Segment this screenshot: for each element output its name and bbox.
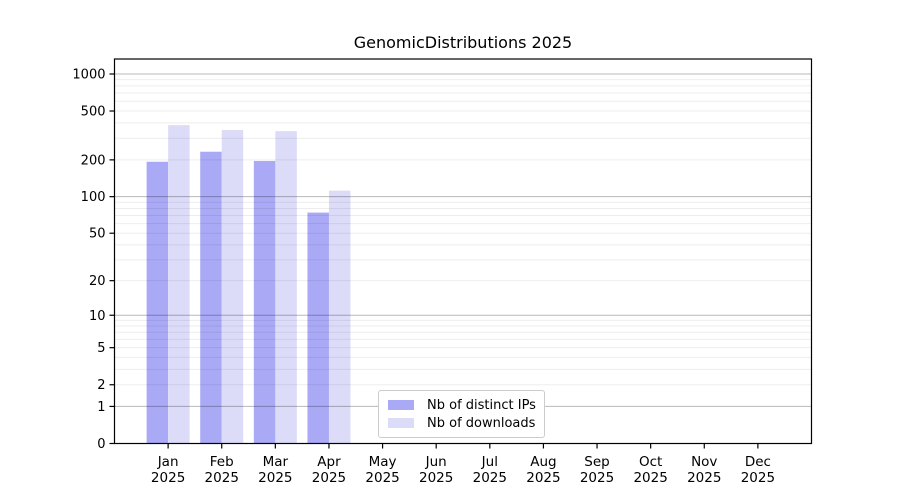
bar-downloads-mar bbox=[275, 131, 297, 444]
x-tick-label-year: 2025 bbox=[419, 470, 453, 486]
bar-ips-mar bbox=[253, 160, 276, 444]
x-tick-label-month: Apr bbox=[317, 454, 341, 470]
x-tick-label-year: 2025 bbox=[205, 470, 239, 486]
x-tick-label-month: Feb bbox=[210, 454, 234, 470]
legend-item-downloads: Nb of downloads bbox=[388, 414, 535, 432]
chart-title: GenomicDistributions 2025 bbox=[353, 33, 573, 52]
y-tick-label: 20 bbox=[89, 274, 106, 289]
x-tick-label-month: Jan bbox=[157, 454, 179, 470]
x-tick-label-year: 2025 bbox=[526, 470, 560, 486]
x-tick-label-year: 2025 bbox=[741, 470, 775, 486]
y-tick-label: 50 bbox=[89, 227, 106, 242]
x-tick-label-year: 2025 bbox=[687, 470, 721, 486]
x-tick-label-year: 2025 bbox=[258, 470, 292, 486]
bar-ips-jan bbox=[146, 161, 169, 444]
x-tick-label-year: 2025 bbox=[473, 470, 507, 486]
y-tick-label: 5 bbox=[97, 341, 105, 356]
y-tick-label: 10 bbox=[89, 309, 106, 324]
x-tick-label-year: 2025 bbox=[580, 470, 614, 486]
x-tick-label-year: 2025 bbox=[151, 470, 185, 486]
legend-swatch-downloads bbox=[388, 418, 414, 428]
y-tick-label: 200 bbox=[81, 153, 106, 168]
x-tick-label-month: Mar bbox=[263, 454, 289, 470]
axes-frame bbox=[113, 58, 813, 445]
x-tick-label-month: Oct bbox=[639, 454, 662, 470]
y-tick-label: 1 bbox=[97, 400, 105, 415]
bar-ips-feb bbox=[200, 151, 222, 444]
x-tick-label-month: Sep bbox=[584, 454, 609, 470]
y-tick-label: 1000 bbox=[72, 68, 105, 83]
legend-label-downloads: Nb of downloads bbox=[427, 415, 536, 431]
x-tick-label-month: May bbox=[369, 454, 397, 470]
bar-downloads-feb bbox=[221, 130, 244, 444]
x-tick-label-year: 2025 bbox=[365, 470, 399, 486]
x-tick-label-month: Dec bbox=[745, 454, 771, 470]
y-tick-label: 0 bbox=[97, 437, 105, 452]
legend: Nb of distinct IPs Nb of downloads bbox=[378, 390, 545, 438]
y-tick-label: 100 bbox=[81, 190, 106, 205]
legend-label-distinct-ips: Nb of distinct IPs bbox=[427, 397, 536, 413]
x-tick-label-year: 2025 bbox=[312, 470, 346, 486]
bar-downloads-apr bbox=[328, 190, 351, 444]
x-tick-label-month: Jun bbox=[425, 454, 447, 470]
y-tick-label: 2 bbox=[97, 378, 105, 393]
x-tick-label-month: Nov bbox=[691, 454, 717, 470]
bar-ips-apr bbox=[307, 212, 329, 444]
bar-downloads-jan bbox=[168, 125, 190, 444]
y-tick-label: 500 bbox=[81, 105, 106, 120]
x-tick-label-year: 2025 bbox=[633, 470, 667, 486]
legend-swatch-distinct-ips bbox=[388, 400, 414, 410]
legend-item-distinct-ips: Nb of distinct IPs bbox=[388, 396, 536, 414]
x-tick-label-month: Aug bbox=[530, 454, 556, 470]
x-tick-label-month: Jul bbox=[481, 454, 498, 470]
